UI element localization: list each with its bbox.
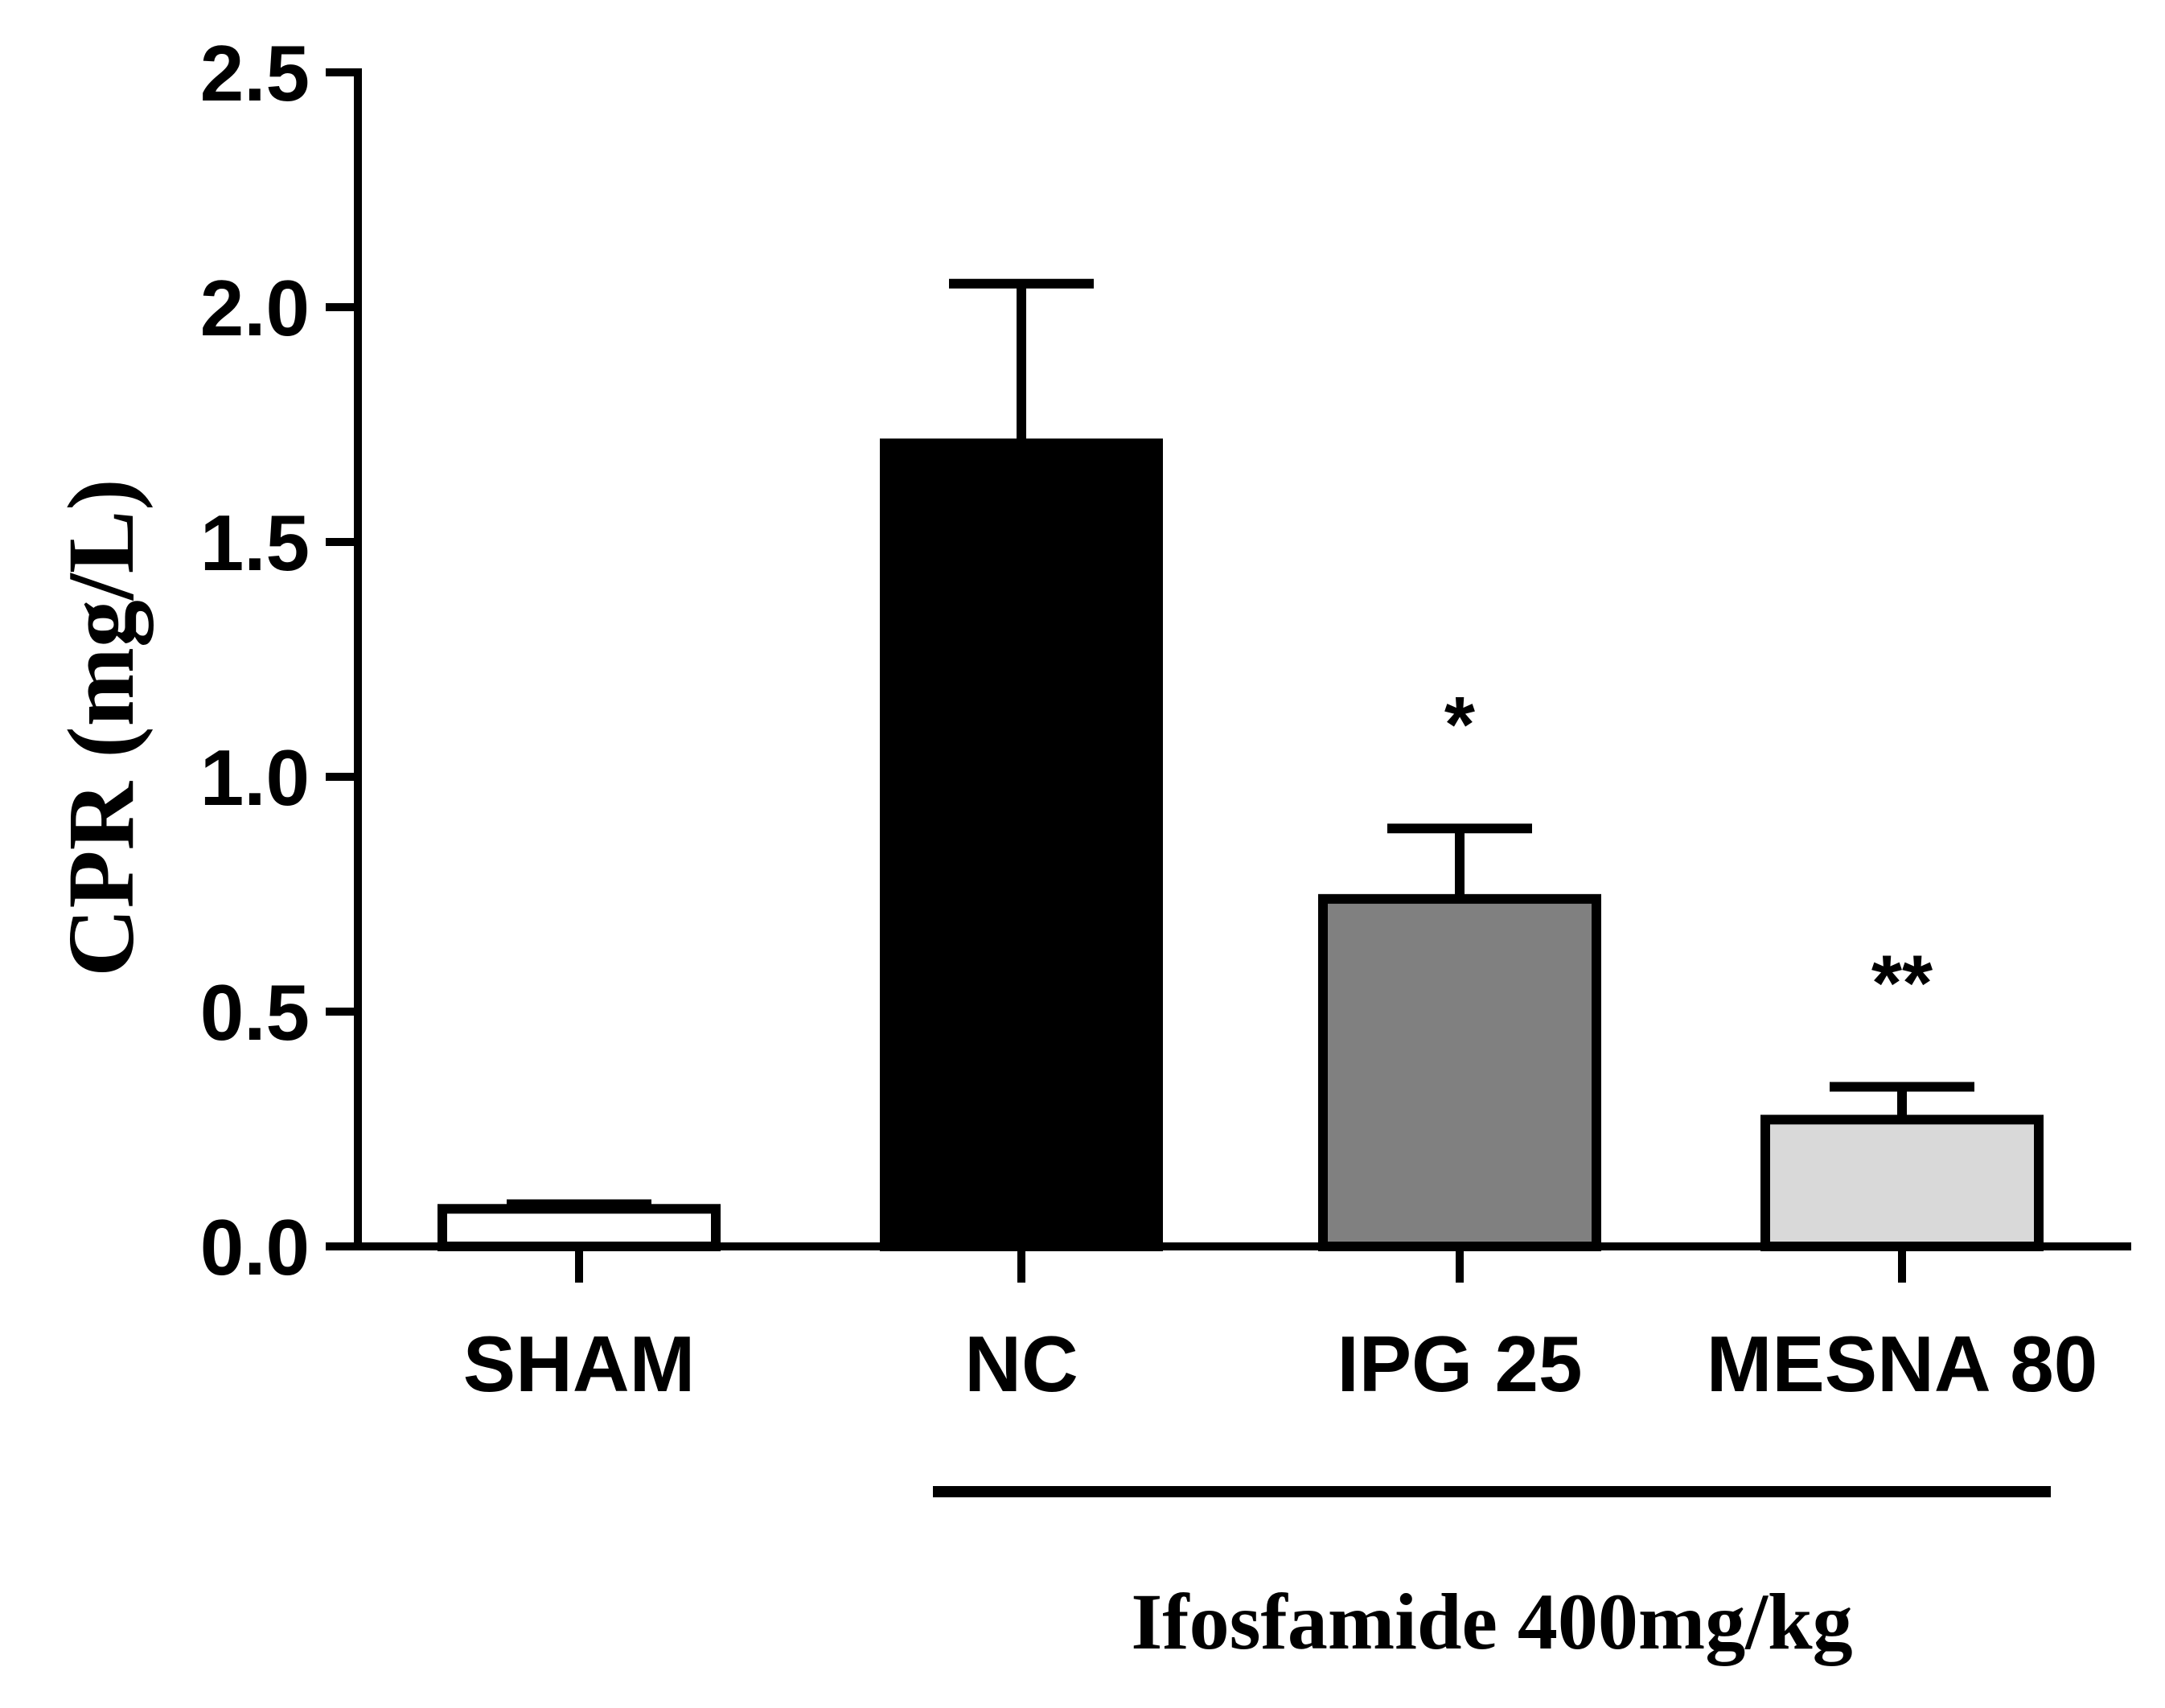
y-axis-title: CPR (mg/L) bbox=[48, 478, 154, 976]
y-tick-label: 0.0 bbox=[200, 1203, 310, 1291]
bar bbox=[438, 1204, 721, 1252]
x-axis-category-labels: SHAM NC IPG 25 MESNA 80 bbox=[463, 1320, 2098, 1408]
significance-marker: * bbox=[1444, 680, 1476, 769]
y-tick-label: 0.5 bbox=[200, 968, 310, 1057]
bar bbox=[880, 438, 1163, 1251]
error-bars bbox=[507, 278, 1974, 1209]
bars bbox=[438, 438, 2044, 1252]
group-bracket-label: Ifosfamide 400mg/kg bbox=[1131, 1577, 1852, 1666]
y-axis-ticks: 0.0 0.5 1.0 1.5 2.0 2.5 bbox=[200, 29, 358, 1291]
bar bbox=[1318, 893, 1601, 1251]
x-category-label: NC bbox=[964, 1320, 1078, 1408]
x-axis-ticks bbox=[575, 1246, 1906, 1283]
bar bbox=[1760, 1115, 2044, 1251]
x-category-label: MESNA 80 bbox=[1707, 1320, 2098, 1408]
x-category-label: IPG 25 bbox=[1337, 1320, 1582, 1408]
significance-marker: ** bbox=[1871, 938, 1933, 1027]
y-tick-label: 1.5 bbox=[200, 499, 310, 587]
x-category-label: SHAM bbox=[463, 1320, 696, 1408]
significance-markers: *** bbox=[1444, 680, 1933, 1027]
y-tick-label: 2.5 bbox=[200, 29, 310, 117]
y-tick-label: 2.0 bbox=[200, 264, 310, 352]
y-tick-label: 1.0 bbox=[200, 733, 310, 822]
